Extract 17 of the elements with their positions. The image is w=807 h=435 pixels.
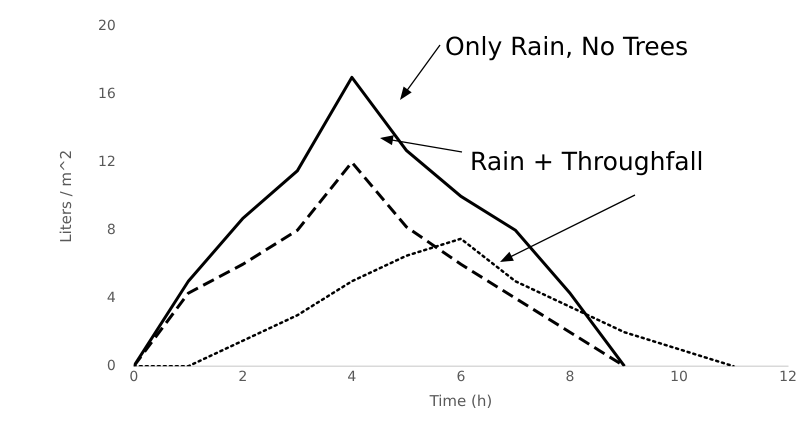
y-tick-label: 8 <box>106 222 116 238</box>
x-tick-label: 4 <box>347 369 356 386</box>
x-tick-label: 2 <box>238 369 248 386</box>
x-tick-label: 10 <box>670 369 688 386</box>
annotation: Rain + Throughfall <box>470 147 704 176</box>
y-tick-label: 4 <box>106 290 116 306</box>
x-tick-label: 8 <box>565 369 574 386</box>
y-tick-label: 16 <box>98 86 116 102</box>
y-tick-label: 12 <box>98 154 116 170</box>
x-tick-label: 12 <box>779 369 797 386</box>
x-tick-label: 6 <box>456 369 466 386</box>
y-tick-label: 20 <box>98 18 116 34</box>
y-axis-title: Liters / m^2 <box>56 150 75 243</box>
annotation: Only Rain, No Trees <box>445 32 688 61</box>
x-tick-label: 0 <box>129 369 138 386</box>
y-tick-label: 0 <box>106 358 116 374</box>
x-axis-title: Time (h) <box>428 392 492 410</box>
